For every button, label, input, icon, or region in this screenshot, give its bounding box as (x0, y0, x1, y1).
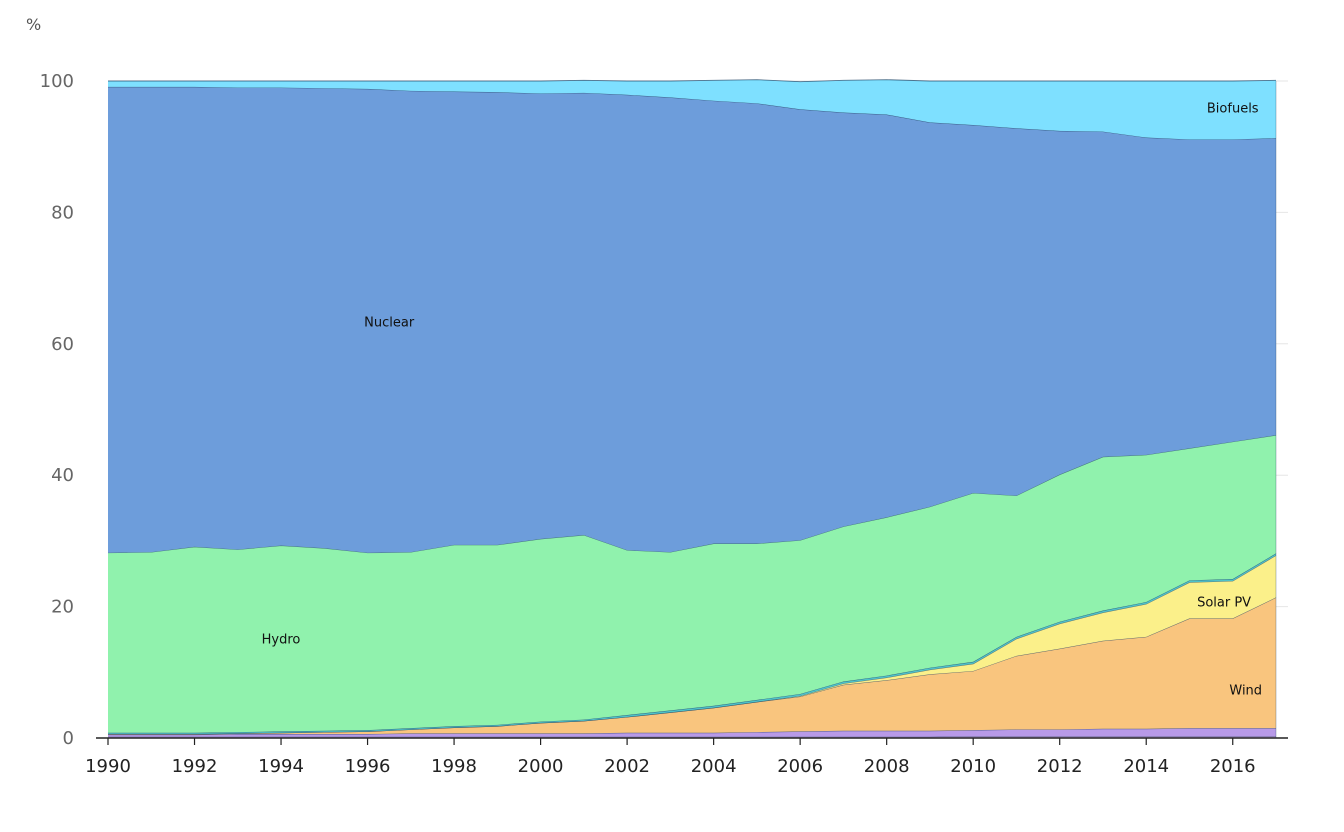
series-label-biofuels: Biofuels (1207, 101, 1259, 116)
x-tick-label-2000: 2000 (518, 756, 564, 777)
x-tick-label-1996: 1996 (345, 756, 391, 777)
area-wind (108, 597, 1276, 735)
y-tick-label-80: 80 (51, 202, 74, 223)
area-hydro (108, 435, 1276, 733)
x-tick-label-1990: 1990 (85, 756, 131, 777)
series-label-solar: Solar PV (1197, 596, 1251, 611)
x-tick-label-2010: 2010 (950, 756, 996, 777)
x-axis: 1990 1992 1994 1996 1998 2000 2002 2004 2006 2008… (85, 737, 1288, 777)
x-tick-label-2014: 2014 (1123, 756, 1169, 777)
x-tick-label-1994: 1994 (258, 756, 304, 777)
boundary-biofuels (108, 79, 1277, 83)
y-tick-label-40: 40 (51, 465, 74, 486)
y-tick-label-60: 60 (51, 334, 74, 355)
series-label-hydro: Hydro (262, 632, 301, 647)
y-tick-label-100: 100 (40, 71, 74, 92)
series-label-nuclear: Nuclear (364, 315, 415, 330)
series-labels: Wind Solar PV Hydro Nuclear Biofuels (262, 101, 1262, 698)
y-tick-label-0: 0 (63, 728, 74, 749)
series-label-wind: Wind (1229, 684, 1262, 699)
area-solar (108, 555, 1276, 735)
x-tick-label-2002: 2002 (604, 756, 650, 777)
x-tick-label-1998: 1998 (431, 756, 477, 777)
x-tick-label-2016: 2016 (1210, 756, 1256, 777)
x-tick-label-1992: 1992 (172, 756, 218, 777)
x-tick-label-2012: 2012 (1037, 756, 1083, 777)
x-tick-label-2006: 2006 (777, 756, 823, 777)
area-nuclear (108, 86, 1276, 553)
series-areas (107, 79, 1277, 738)
y-axis-ticks: 0 20 40 60 80 100 (40, 71, 74, 749)
x-tick-label-2008: 2008 (864, 756, 910, 777)
y-tick-label-20: 20 (51, 597, 74, 618)
y-unit-label: % (26, 15, 41, 34)
x-tick-label-2004: 2004 (691, 756, 737, 777)
area-biofuels (108, 79, 1276, 140)
